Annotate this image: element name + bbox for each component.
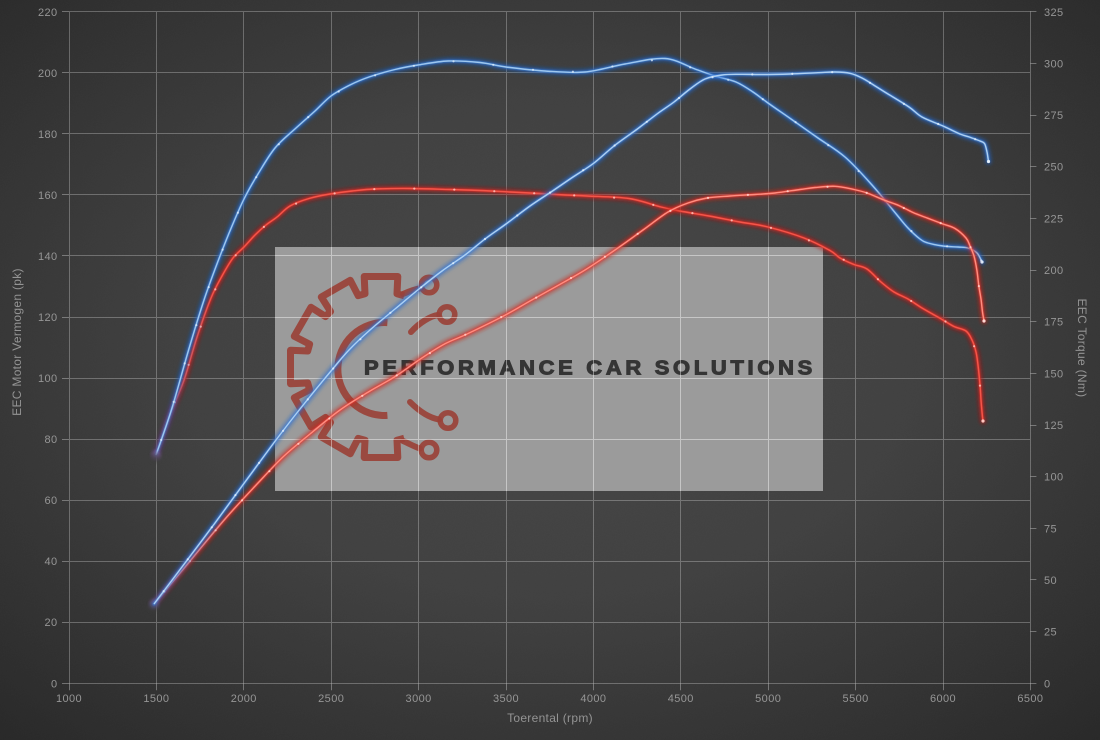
svg-text:2500: 2500 (318, 693, 344, 705)
svg-text:100: 100 (1044, 472, 1064, 484)
svg-text:6500: 6500 (1017, 693, 1043, 705)
svg-text:80: 80 (44, 434, 57, 446)
svg-text:EEC Motor Vermogen (pk): EEC Motor Vermogen (pk) (10, 268, 24, 416)
svg-text:4500: 4500 (668, 693, 694, 705)
svg-text:60: 60 (44, 495, 57, 507)
svg-text:3000: 3000 (406, 693, 432, 705)
svg-text:50: 50 (1044, 575, 1057, 587)
svg-text:20: 20 (44, 617, 57, 629)
svg-text:325: 325 (1044, 7, 1064, 19)
svg-text:250: 250 (1044, 162, 1064, 174)
svg-text:5500: 5500 (843, 693, 869, 705)
svg-text:25: 25 (1044, 627, 1057, 639)
svg-text:200: 200 (38, 68, 58, 80)
svg-text:75: 75 (1044, 523, 1057, 535)
svg-text:300: 300 (1044, 58, 1064, 70)
svg-text:2000: 2000 (231, 693, 257, 705)
svg-text:3500: 3500 (493, 693, 519, 705)
svg-text:125: 125 (1044, 420, 1064, 432)
svg-text:PERFORMANCE CAR SOLUTIONS: PERFORMANCE CAR SOLUTIONS (364, 358, 816, 380)
svg-text:160: 160 (38, 190, 58, 202)
svg-text:6000: 6000 (930, 693, 956, 705)
svg-text:EEC Torque (Nm): EEC Torque (Nm) (1075, 299, 1089, 398)
svg-text:0: 0 (51, 678, 58, 690)
svg-text:1500: 1500 (143, 693, 169, 705)
svg-text:1000: 1000 (56, 693, 82, 705)
svg-text:5000: 5000 (755, 693, 781, 705)
svg-text:4000: 4000 (580, 693, 606, 705)
svg-text:100: 100 (38, 373, 58, 385)
svg-text:180: 180 (38, 129, 58, 141)
svg-text:150: 150 (1044, 368, 1064, 380)
svg-text:0: 0 (1044, 678, 1051, 690)
svg-text:140: 140 (38, 251, 58, 263)
svg-text:220: 220 (38, 7, 58, 19)
svg-text:275: 275 (1044, 110, 1064, 122)
svg-text:175: 175 (1044, 317, 1064, 329)
svg-text:200: 200 (1044, 265, 1064, 277)
svg-text:40: 40 (44, 556, 57, 568)
svg-text:Toerental (rpm): Toerental (rpm) (507, 711, 593, 725)
svg-text:120: 120 (38, 312, 58, 324)
svg-text:225: 225 (1044, 213, 1064, 225)
